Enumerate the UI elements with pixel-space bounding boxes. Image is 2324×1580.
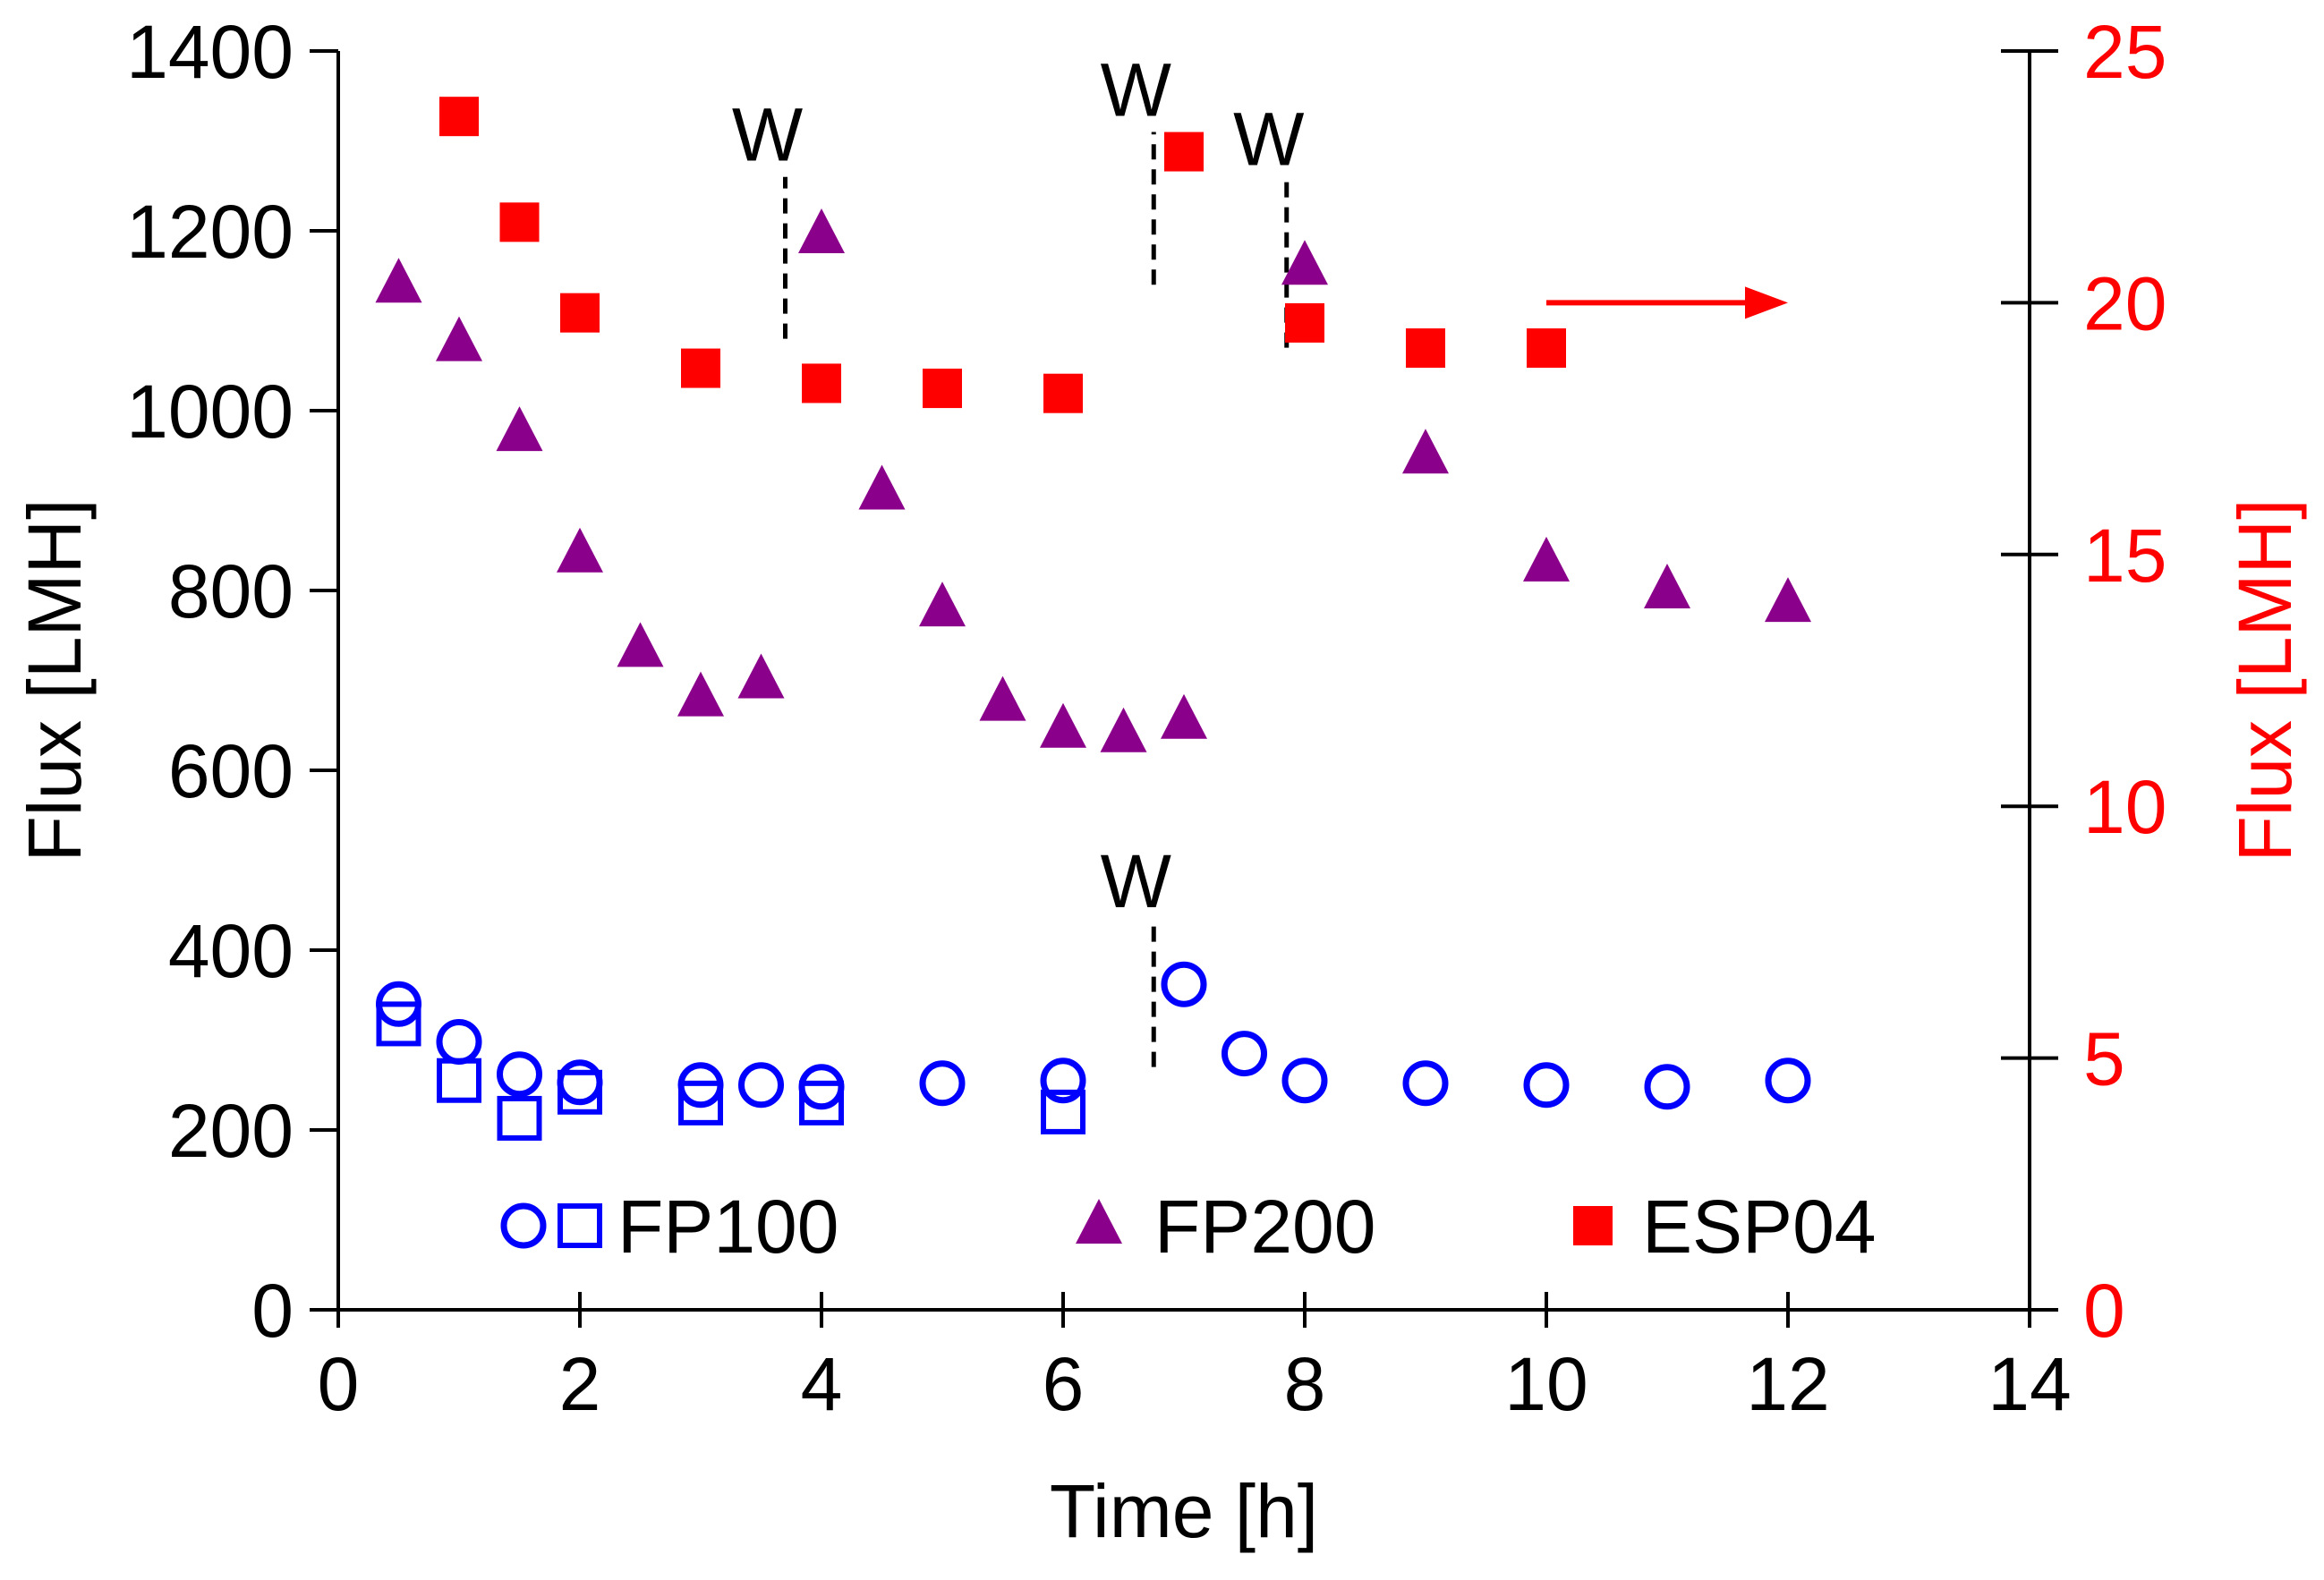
y-tick-label: 1400 bbox=[126, 10, 294, 94]
fp100-point bbox=[919, 1060, 966, 1107]
esp04-point bbox=[560, 293, 600, 333]
legend: FP100 FP200 ESP04 bbox=[500, 1185, 1877, 1269]
y-tick-label: 200 bbox=[168, 1089, 294, 1173]
fp100-point bbox=[1161, 961, 1207, 1007]
y-tick-label: 1200 bbox=[126, 190, 294, 274]
x-axis-title: Time [h] bbox=[1050, 1469, 1318, 1553]
fp100-square-point bbox=[678, 1080, 723, 1126]
fp100-square-point bbox=[437, 1058, 481, 1103]
fp100-square-point bbox=[497, 1095, 542, 1141]
axis-arrow-head bbox=[1745, 286, 1788, 319]
wash-marker-label: W bbox=[1233, 98, 1304, 182]
legend-label: FP100 bbox=[617, 1185, 839, 1269]
esp04-point bbox=[923, 369, 962, 409]
esp04-point bbox=[1285, 302, 1324, 343]
wash-marker-label: W bbox=[732, 93, 803, 177]
data-series bbox=[375, 97, 1811, 1141]
y-tick-label: 0 bbox=[251, 1269, 294, 1353]
esp04-point bbox=[439, 97, 479, 137]
fp100-square-point bbox=[799, 1080, 844, 1126]
fp100-point bbox=[1040, 1058, 1086, 1104]
y-right-tick-label: 20 bbox=[2083, 261, 2167, 345]
x-tick-label: 12 bbox=[1746, 1342, 1829, 1426]
esp04-point bbox=[1164, 132, 1204, 172]
fp100-point bbox=[738, 1062, 784, 1109]
x-tick-label: 0 bbox=[318, 1342, 360, 1426]
fp100-square-point bbox=[1041, 1089, 1085, 1134]
fp100-point bbox=[1523, 1062, 1570, 1109]
legend-label: ESP04 bbox=[1642, 1185, 1877, 1269]
fp100-point bbox=[436, 1019, 482, 1066]
fp200-point bbox=[1402, 429, 1449, 474]
y-axis-right-title: Flux [LMH] bbox=[2223, 498, 2307, 862]
fp100-point bbox=[1402, 1060, 1449, 1107]
fp100-point bbox=[497, 1051, 542, 1098]
y-tick-label: 400 bbox=[168, 909, 294, 993]
fp100-square-point bbox=[376, 1001, 421, 1047]
fp200-point bbox=[979, 675, 1026, 721]
esp04-point bbox=[1527, 328, 1566, 369]
fp200-point bbox=[1100, 707, 1147, 752]
x-tick-label: 10 bbox=[1504, 1342, 1588, 1426]
y-right-tick-label: 10 bbox=[2083, 765, 2167, 849]
fp200-point bbox=[1161, 693, 1207, 739]
fp200-point bbox=[496, 406, 543, 452]
y-tick-label: 1000 bbox=[126, 370, 294, 454]
fp100-point bbox=[1281, 1058, 1328, 1104]
x-tick-label: 6 bbox=[1043, 1342, 1085, 1426]
fp100-point bbox=[557, 1059, 603, 1106]
y-right-tick-label: 15 bbox=[2083, 514, 2167, 598]
fp200-point bbox=[677, 671, 724, 717]
esp04-point bbox=[681, 348, 720, 388]
legend-marker bbox=[558, 1203, 602, 1248]
x-tick-label: 8 bbox=[1284, 1342, 1326, 1426]
fp200-point bbox=[1765, 577, 1811, 623]
fp200-point bbox=[617, 622, 664, 667]
fp200-point bbox=[1040, 702, 1086, 748]
y-axis-title: Flux [LMH] bbox=[13, 498, 97, 862]
fp200-point bbox=[737, 653, 785, 699]
y-tick-label: 600 bbox=[168, 729, 294, 813]
wash-marker-label: W bbox=[1101, 839, 1171, 923]
fp200-point bbox=[858, 464, 906, 510]
fp100-point bbox=[1765, 1058, 1811, 1104]
fp200-point bbox=[1644, 564, 1690, 608]
legend-label: FP200 bbox=[1154, 1185, 1376, 1269]
esp04-point bbox=[802, 363, 841, 403]
legend-marker bbox=[1573, 1206, 1613, 1245]
y-tick-label: 800 bbox=[168, 549, 294, 633]
esp04-point bbox=[1043, 373, 1083, 413]
wash-marker-label: W bbox=[1101, 47, 1171, 132]
esp04-point bbox=[1406, 328, 1445, 369]
fp200-point bbox=[798, 208, 845, 254]
y-right-tick-label: 5 bbox=[2083, 1017, 2125, 1101]
legend-marker bbox=[500, 1202, 547, 1249]
axes: 0 2 4 6 8 10 12 1402004006008001000120014000510… bbox=[126, 10, 2167, 1426]
fp200-point bbox=[1281, 240, 1328, 285]
legend-marker bbox=[1076, 1199, 1122, 1244]
y-right-tick-label: 25 bbox=[2083, 10, 2167, 94]
y-right-tick-label: 0 bbox=[2083, 1269, 2125, 1353]
fp100-point bbox=[1222, 1031, 1267, 1077]
esp04-point bbox=[499, 202, 540, 242]
x-tick-label: 2 bbox=[559, 1342, 601, 1426]
fp100-point bbox=[798, 1064, 845, 1110]
x-tick-label: 14 bbox=[1988, 1342, 2071, 1426]
fp100-square-point bbox=[558, 1069, 602, 1115]
x-tick-label: 4 bbox=[801, 1342, 843, 1426]
fp200-point bbox=[557, 527, 603, 573]
fp200-point bbox=[919, 582, 966, 627]
fp200-point bbox=[436, 316, 482, 361]
fp200-point bbox=[375, 258, 422, 303]
fp100-point bbox=[1644, 1064, 1690, 1110]
fp200-point bbox=[1523, 536, 1570, 582]
